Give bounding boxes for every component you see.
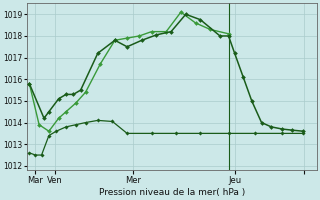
X-axis label: Pression niveau de la mer( hPa ): Pression niveau de la mer( hPa ) bbox=[99, 188, 245, 197]
